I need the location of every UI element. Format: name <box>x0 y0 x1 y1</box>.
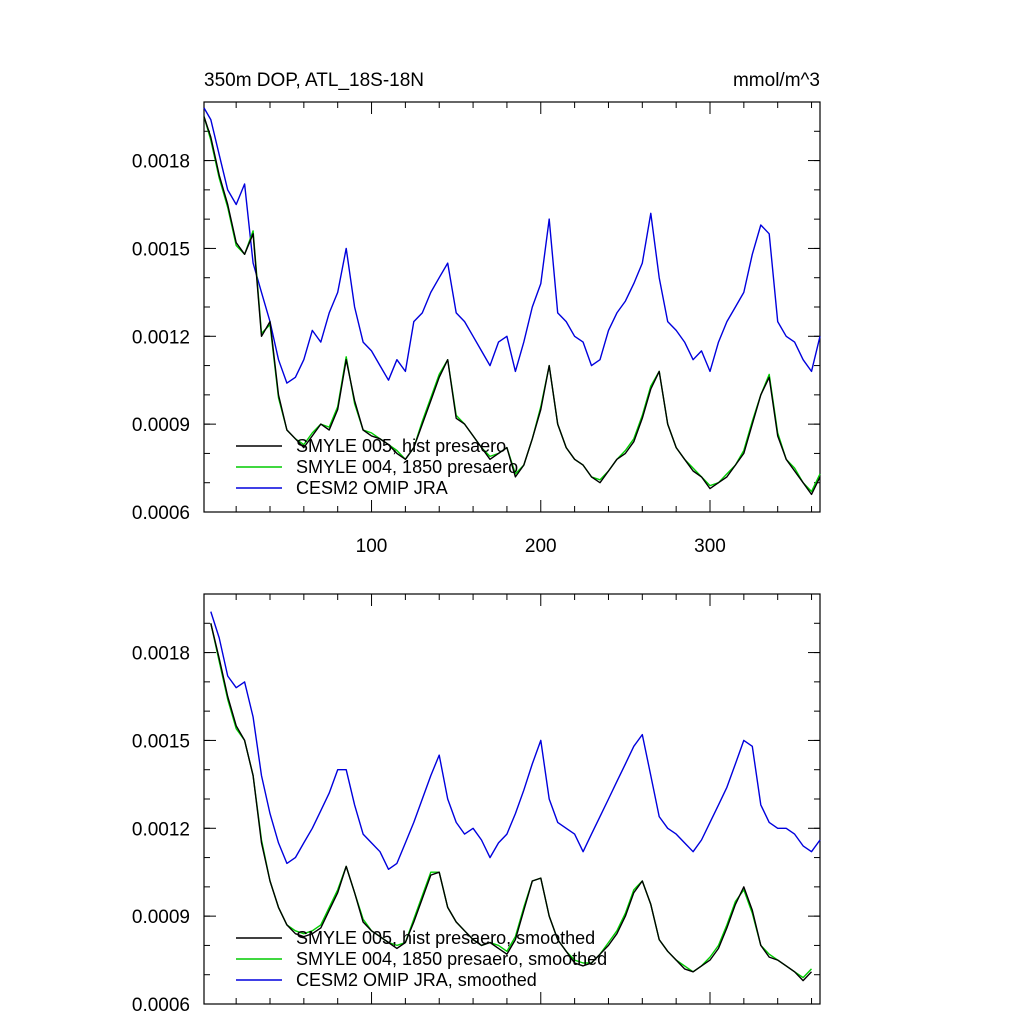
x-tick-label: 300 <box>694 536 726 557</box>
legend-label: CESM2 OMIP JRA, smoothed <box>296 970 537 990</box>
series-lines <box>210 611 821 982</box>
series-line-1 <box>210 623 813 979</box>
panel-title-left: 350m DOP, ATL_18S-18N <box>204 70 424 91</box>
x-tick-label: 200 <box>525 536 557 557</box>
legend-label: SMYLE 004, 1850 presaero <box>296 457 518 477</box>
y-tick-label: 0.0009 <box>132 415 190 436</box>
y-tick-label: 0.0006 <box>132 995 190 1016</box>
legend-label: SMYLE 005, hist presaero, smoothed <box>296 928 595 948</box>
axis-ticks <box>204 101 820 513</box>
axis-tick-labels: 0.0006 0.0009 0.0012 0.0015 0.0018 100 200 300 <box>132 152 726 557</box>
axis-tick-labels: 0.0006 0.0009 0.0012 0.0015 0.0018 <box>132 644 190 1016</box>
y-tick-label: 0.0009 <box>132 907 190 928</box>
series-line-0 <box>203 116 821 496</box>
y-tick-label: 0.0015 <box>132 731 190 752</box>
top-panel: 350m DOP, ATL_18S-18N mmol/m^3 0.00060.0… <box>132 70 821 557</box>
legend-label: SMYLE 005, hist presaero <box>296 436 506 456</box>
y-tick-label: 0.0018 <box>132 152 190 173</box>
y-tick-label: 0.0015 <box>132 239 190 260</box>
y-tick-label: 0.0018 <box>132 644 190 665</box>
series-lines <box>203 107 821 496</box>
y-tick-label: 0.0012 <box>132 327 190 348</box>
x-tick-label: 100 <box>356 536 388 557</box>
series-line-0 <box>210 623 813 982</box>
series-line-2 <box>203 107 821 384</box>
y-tick-label: 0.0012 <box>132 819 190 840</box>
axis-ticks <box>204 593 820 1005</box>
panel-title-right: mmol/m^3 <box>733 70 820 91</box>
bottom-panel: 0.0006 0.0009 0.0012 0.0015 0.0018 SMYLE 005… <box>132 593 821 1016</box>
series-line-2 <box>210 611 821 870</box>
legend-label: CESM2 OMIP JRA <box>296 478 448 498</box>
y-tick-label: 0.0006 <box>132 503 190 524</box>
legend: SMYLE 005, hist presaero, smoothedSMYLE … <box>236 928 607 990</box>
legend-label: SMYLE 004, 1850 presaero, smoothed <box>296 949 607 969</box>
